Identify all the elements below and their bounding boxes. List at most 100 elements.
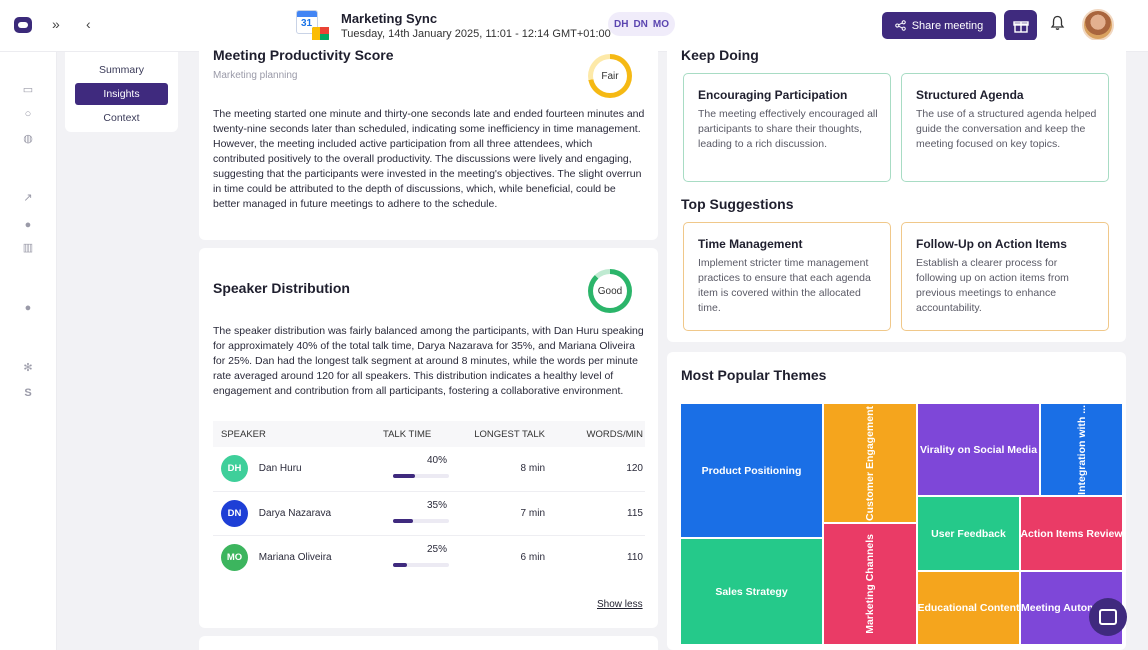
- talk-time-bar: [393, 474, 449, 478]
- insights-subnav: Summary Insights Context: [65, 52, 178, 132]
- record-icon[interactable]: ●: [24, 219, 32, 231]
- trend-icon[interactable]: ↗: [23, 192, 33, 204]
- subnav-item-summary[interactable]: Summary: [99, 64, 144, 76]
- suggestion-item: Follow-Up on Action Items Establish a cl…: [901, 222, 1109, 331]
- suggestion-item-title: Follow-Up on Action Items: [916, 237, 1067, 251]
- productivity-card: Meeting Productivity Score Marketing pla…: [199, 40, 658, 240]
- theme-tile[interactable]: Integration with ...: [1041, 404, 1122, 495]
- participant-initials: MO: [652, 18, 670, 30]
- theme-label: Integration with ...: [1075, 404, 1088, 495]
- left-rail: ▭ ○ ◍ ↗ ● ▥ ● ✻ S: [0, 52, 57, 650]
- theme-label: Sales Strategy: [715, 585, 788, 598]
- billing-icon[interactable]: S: [24, 387, 32, 399]
- globe-icon[interactable]: ◍: [23, 133, 33, 145]
- user-avatar[interactable]: [1082, 9, 1114, 41]
- speaker-name: Mariana Oliveira: [258, 551, 332, 563]
- keep-doing-item-text: The meeting effectively encouraged all p…: [698, 108, 878, 150]
- talk-time-bar-fill: [393, 518, 413, 523]
- keep-doing-item: Encouraging Participation The meeting ef…: [683, 73, 891, 182]
- talk-time-bar-fill: [393, 562, 407, 567]
- share-meeting-button[interactable]: Share meeting: [882, 12, 996, 39]
- notifications-button[interactable]: [1050, 15, 1065, 35]
- dashboard-icon[interactable]: ▭: [22, 84, 34, 96]
- col-talk-time: TALK TIME: [383, 421, 453, 447]
- theme-tile[interactable]: Customer Engagement: [824, 404, 916, 522]
- col-speaker: SPEAKER: [213, 421, 383, 447]
- theme-label: Meeting Autom: [1021, 602, 1097, 614]
- col-longest-talk: LONGEST TALK: [453, 421, 549, 447]
- theme-label: Virality on Social Media: [919, 443, 1038, 456]
- show-less-link[interactable]: Show less: [597, 599, 643, 610]
- settings-icon[interactable]: ✻: [23, 362, 33, 374]
- meeting-title: Marketing Sync: [341, 11, 438, 26]
- longest-talk: 8 min: [453, 447, 549, 492]
- theme-label: Action Items Review: [1021, 527, 1122, 540]
- chat-support-button[interactable]: [1089, 598, 1127, 636]
- subnav-item-context[interactable]: Context: [103, 112, 140, 124]
- user-icon[interactable]: ●: [24, 302, 32, 314]
- productivity-score-ring: Fair: [588, 54, 632, 98]
- top-suggestions-title: Top Suggestions: [681, 196, 794, 212]
- next-card: [199, 636, 658, 650]
- talk-time-percent: 25%: [426, 543, 447, 555]
- suggestion-item-text: Implement stricter time management pract…: [698, 257, 871, 314]
- table-header-row: SPEAKER TALK TIME LONGEST TALK WORDS/MIN: [213, 421, 645, 447]
- words-per-min: 115: [549, 491, 645, 536]
- keep-doing-item-title: Structured Agenda: [916, 88, 1024, 102]
- back-icon[interactable]: ‹: [86, 16, 91, 32]
- speaker-distribution-card: Speaker Distribution Good The speaker di…: [199, 248, 658, 628]
- theme-label: User Feedback: [931, 527, 1006, 540]
- themes-title: Most Popular Themes: [681, 367, 827, 383]
- theme-tile[interactable]: Marketing Channels: [824, 524, 916, 644]
- gift-button[interactable]: [1004, 10, 1037, 41]
- speaker-score-ring: Good: [588, 269, 632, 313]
- feedback-card: Keep Doing Encouraging Participation The…: [667, 40, 1126, 342]
- keep-doing-title: Keep Doing: [681, 47, 759, 63]
- participants-pill[interactable]: DH DN MO: [608, 12, 676, 36]
- longest-talk: 6 min: [520, 551, 545, 563]
- speaker-table: SPEAKER TALK TIME LONGEST TALK WORDS/MIN…: [213, 421, 645, 579]
- suggestion-item-title: Time Management: [698, 237, 803, 251]
- app-logo-icon[interactable]: [14, 17, 32, 33]
- gift-icon: [1012, 20, 1029, 33]
- subnav-item-insights[interactable]: Insights: [75, 83, 168, 105]
- talk-time-bar: [393, 562, 449, 567]
- table-row: DH Dan Huru 40% 8 min 120: [213, 447, 645, 492]
- theme-tile[interactable]: Action Items Review: [1021, 497, 1122, 570]
- speaker-title: Speaker Distribution: [213, 280, 350, 296]
- longest-talk: 7 min: [453, 491, 549, 536]
- talk-time-percent: 40%: [426, 455, 447, 466]
- theme-tile[interactable]: Product Positioning: [681, 404, 822, 537]
- keep-doing-item-title: Encouraging Participation: [698, 88, 848, 102]
- theme-tile[interactable]: User Feedback: [918, 497, 1019, 570]
- share-icon: [894, 20, 906, 31]
- analytics-icon[interactable]: ▥: [22, 242, 34, 254]
- speaker-rating: Good: [593, 274, 627, 308]
- theme-tile[interactable]: Virality on Social Media: [918, 404, 1039, 495]
- talk-time-bar: [393, 518, 449, 523]
- theme-tile[interactable]: Educational Content: [918, 572, 1019, 644]
- keep-doing-item-text: The use of a structured agenda helped gu…: [916, 108, 1097, 150]
- search-icon[interactable]: ○: [24, 108, 32, 120]
- talk-time-bar-fill: [393, 474, 416, 478]
- meeting-date: Tuesday, 14th January 2025, 11:01 - 12:1…: [341, 28, 611, 40]
- theme-tile[interactable]: Sales Strategy: [681, 539, 822, 644]
- speaker-initials-avatar: MO: [221, 543, 248, 571]
- speaker-name: Dan Huru: [258, 463, 302, 475]
- theme-label: Educational Content: [918, 602, 1019, 614]
- productivity-rating: Fair: [593, 59, 627, 93]
- share-meeting-label: Share meeting: [911, 19, 984, 32]
- speaker-initials-avatar: DH: [221, 455, 248, 483]
- speaker-text: The speaker distribution was fairly bala…: [213, 325, 644, 397]
- themes-card: Most Popular Themes Product Positioning …: [667, 352, 1126, 650]
- theme-label: Marketing Channels: [864, 534, 876, 634]
- bell-icon: [1050, 15, 1065, 30]
- words-per-min: 120: [549, 447, 645, 492]
- expand-sidebar-icon[interactable]: »: [52, 16, 60, 32]
- google-meet-icon: [312, 27, 329, 41]
- keep-doing-item: Structured Agenda The use of a structure…: [901, 73, 1109, 182]
- suggestion-item: Time Management Implement stricter time …: [683, 222, 891, 331]
- theme-label: Product Positioning: [701, 464, 802, 477]
- col-words-per-min: WORDS/MIN: [549, 421, 645, 447]
- productivity-title: Meeting Productivity Score: [213, 47, 394, 63]
